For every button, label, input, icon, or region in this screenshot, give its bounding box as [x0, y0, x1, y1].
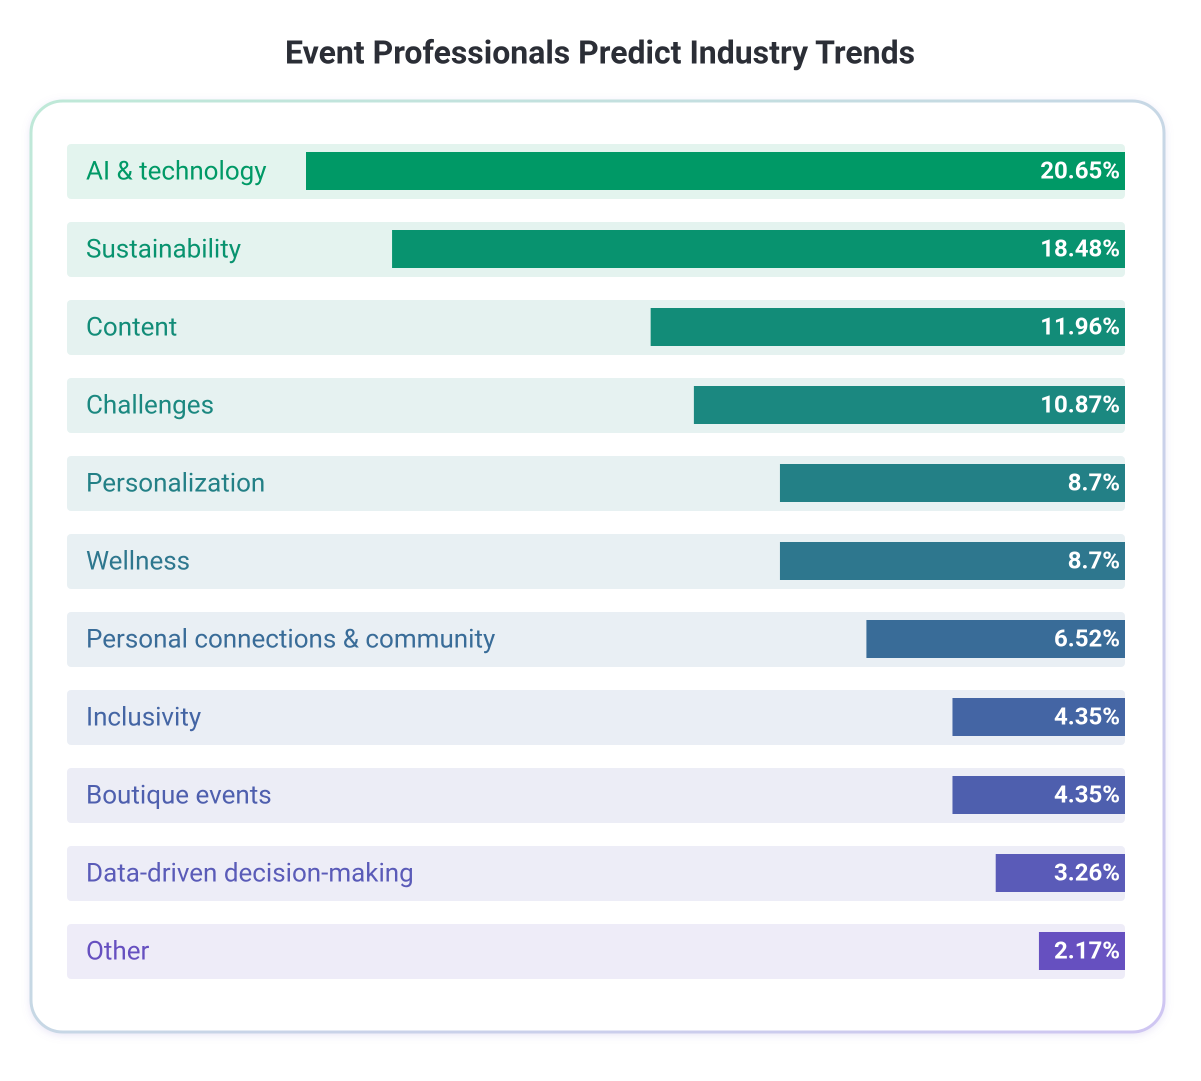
value-label: 6.52%	[1054, 624, 1120, 652]
value-label: 8.7%	[1068, 546, 1120, 574]
category-label: Inclusivity	[86, 702, 201, 732]
value-label: 10.87%	[1040, 390, 1120, 418]
bar	[392, 230, 1125, 268]
value-label: 3.26%	[1054, 858, 1120, 886]
value-label: 2.17%	[1054, 936, 1120, 964]
category-label: Boutique events	[86, 780, 272, 810]
category-label: AI & technology	[86, 156, 267, 186]
bar	[693, 386, 1125, 424]
bar	[866, 620, 1125, 658]
category-label: Other	[86, 936, 150, 966]
bar	[779, 542, 1125, 580]
value-label: 8.7%	[1068, 468, 1120, 496]
category-label: Wellness	[86, 546, 190, 576]
value-label: 4.35%	[1054, 702, 1120, 730]
bar	[952, 776, 1125, 814]
value-label: 18.48%	[1040, 234, 1120, 262]
category-label: Data-driven decision-making	[86, 858, 414, 888]
category-label: Content	[86, 312, 177, 342]
category-label: Personal connections & community	[86, 624, 495, 654]
value-label: 11.96%	[1040, 312, 1120, 340]
row-background	[67, 690, 1125, 745]
bar	[779, 464, 1125, 502]
chart-title: Event Professionals Predict Industry Tre…	[285, 33, 915, 71]
category-label: Challenges	[86, 390, 214, 420]
value-label: 20.65%	[1040, 156, 1120, 184]
plot-area: AI & technology 20.65% Sustainability 18.48…	[67, 144, 1125, 979]
value-label: 4.35%	[1054, 780, 1120, 808]
row-background	[67, 846, 1125, 901]
bar	[952, 698, 1125, 736]
bar	[1038, 932, 1125, 970]
bar	[306, 152, 1125, 190]
category-label: Personalization	[86, 468, 265, 498]
row-background	[67, 768, 1125, 823]
bar	[995, 854, 1125, 892]
row-background	[67, 924, 1125, 979]
row-background	[67, 612, 1125, 667]
bar	[650, 308, 1125, 346]
category-label: Sustainability	[86, 234, 241, 264]
